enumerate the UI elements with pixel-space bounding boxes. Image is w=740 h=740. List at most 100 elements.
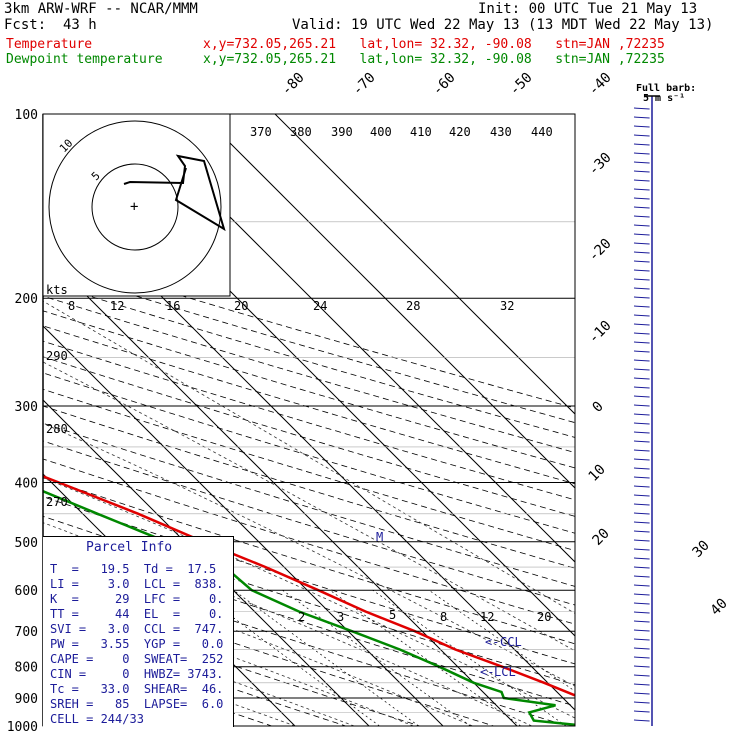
- moist-adiabat: [43, 558, 473, 726]
- wind-barb: [633, 107, 650, 110]
- model-title: 3km ARW-WRF -- NCAR/MMM: [4, 1, 198, 17]
- hodograph-scale-label: 24: [313, 299, 327, 313]
- dewpoint-profile: [43, 489, 575, 726]
- lcl-arrow: <-: [480, 665, 494, 679]
- temperature-profile: [43, 474, 575, 697]
- parcel-line: TT = 44 EL = 0.: [50, 607, 224, 621]
- wind-barb: [633, 350, 650, 353]
- parcel-line: SVI = 3.0 CCL = 747.: [50, 622, 224, 636]
- wind-barb: [633, 170, 650, 173]
- temperature-tick-label: -40: [586, 70, 615, 99]
- barb-key-units: 5 m s⁻¹: [643, 93, 686, 104]
- dry-adiabat: [43, 356, 575, 517]
- parcel-line: Tc = 33.0 SHEAR= 46.: [50, 682, 224, 696]
- temperature-tick-label: -70: [350, 70, 379, 99]
- parcel-line: CELL = 244/33: [50, 712, 144, 726]
- wind-barb: [633, 530, 650, 533]
- wind-barb: [633, 431, 650, 434]
- pressure-tick-label: 700: [15, 625, 38, 640]
- wind-barb: [633, 305, 650, 308]
- mixing-ratio-label: 2: [298, 610, 305, 624]
- theta-label: 370: [250, 125, 272, 139]
- moist-adiabat: [43, 612, 355, 726]
- hodograph-scale-label: 12: [110, 299, 124, 313]
- wind-barb: [633, 323, 650, 326]
- pressure-tick-label: 300: [15, 400, 38, 415]
- hodograph-ring: [91, 163, 179, 251]
- theta-side-label: 270: [46, 495, 68, 509]
- legend-temperature: Temperature: [6, 37, 93, 52]
- wind-barb: [633, 314, 650, 317]
- wind-barb: [633, 575, 650, 578]
- mixing-ratio-label: 5: [389, 608, 396, 622]
- wind-barb: [633, 278, 650, 281]
- wind-barb: [633, 521, 650, 524]
- hodograph-ring: [48, 120, 222, 294]
- dry-adiabat: [43, 600, 422, 726]
- wind-barb: [633, 629, 650, 632]
- lcl-label: LCL: [494, 665, 516, 679]
- wind-barb: [633, 701, 650, 704]
- wind-barb: [633, 548, 650, 551]
- wind-barb: [633, 242, 650, 245]
- wind-barb: [633, 719, 650, 722]
- wind-barb: [633, 341, 650, 344]
- wind-barb: [633, 620, 650, 623]
- dry-adiabat: [43, 578, 496, 726]
- isotherm: [43, 325, 444, 726]
- wind-barb: [633, 638, 650, 641]
- wind-barb: [633, 710, 650, 713]
- hodograph-scale-label: 28: [406, 299, 420, 313]
- wind-barb: [633, 269, 650, 272]
- wind-barb: [633, 494, 650, 497]
- temperature-tick-label: -30: [586, 150, 615, 179]
- dry-adiabat: [43, 253, 575, 409]
- hodograph-scale-label: 32: [500, 299, 514, 313]
- parcel-line: PW = 3.55 YGP = 0.0: [50, 637, 224, 651]
- mixing-ratio-line: [329, 589, 522, 726]
- wind-barb: [633, 134, 650, 137]
- parcel-line: SREH = 85 LAPSE= 6.0: [50, 697, 224, 711]
- wind-barb: [633, 116, 650, 119]
- wind-barb: [633, 593, 650, 596]
- wind-barb: [633, 557, 650, 560]
- barb-key-title: Full barb:: [636, 83, 697, 94]
- temperature-tick-label: 30: [690, 538, 713, 561]
- wind-barb: [633, 197, 650, 200]
- pressure-tick-label: 200: [15, 292, 38, 307]
- wind-barb: [633, 377, 650, 380]
- hodograph-scale-label: 8: [68, 299, 75, 313]
- wind-barb: [633, 440, 650, 443]
- wind-barb: [633, 467, 650, 470]
- dry-adiabat: [43, 477, 575, 645]
- legend-dewpoint: Dewpoint temperature: [6, 52, 163, 67]
- wind-barb: [633, 206, 650, 209]
- isotherm: [200, 114, 575, 489]
- pressure-tick-label: 900: [15, 692, 38, 707]
- wind-barb: [633, 647, 650, 650]
- wind-barb: [633, 233, 650, 236]
- parcel-line: T = 19.5 Td = 17.5: [50, 562, 217, 576]
- pressure-tick-label: 1000: [7, 720, 38, 735]
- hodograph-scale-label: 20: [234, 299, 248, 313]
- pressure-tick-label: 400: [15, 476, 38, 491]
- temperature-tick-label: 20: [590, 526, 613, 549]
- mixing-ratio-line: [428, 589, 575, 692]
- temperature-tick-label: 0: [590, 399, 607, 416]
- theta-label: 400: [370, 125, 392, 139]
- temperature-tick-label: 10: [586, 462, 609, 485]
- mixing-ratio-label: 20: [537, 610, 551, 624]
- pressure-tick-label: 500: [15, 536, 38, 551]
- wind-barb: [633, 566, 650, 569]
- wind-barb: [633, 449, 650, 452]
- theta-label: 440: [531, 125, 553, 139]
- init-time: Init: 00 UTC Tue 21 May 13: [478, 1, 698, 17]
- hodograph-trace: [123, 154, 226, 232]
- wind-barb: [633, 296, 650, 299]
- legend-dewpoint-location: x,y=732.05,265.21 lat,lon= 32.32, -90.08…: [203, 52, 665, 67]
- isotherm: [43, 251, 518, 726]
- wind-barb: [633, 251, 650, 254]
- hodograph-scale-label: 16: [166, 299, 180, 313]
